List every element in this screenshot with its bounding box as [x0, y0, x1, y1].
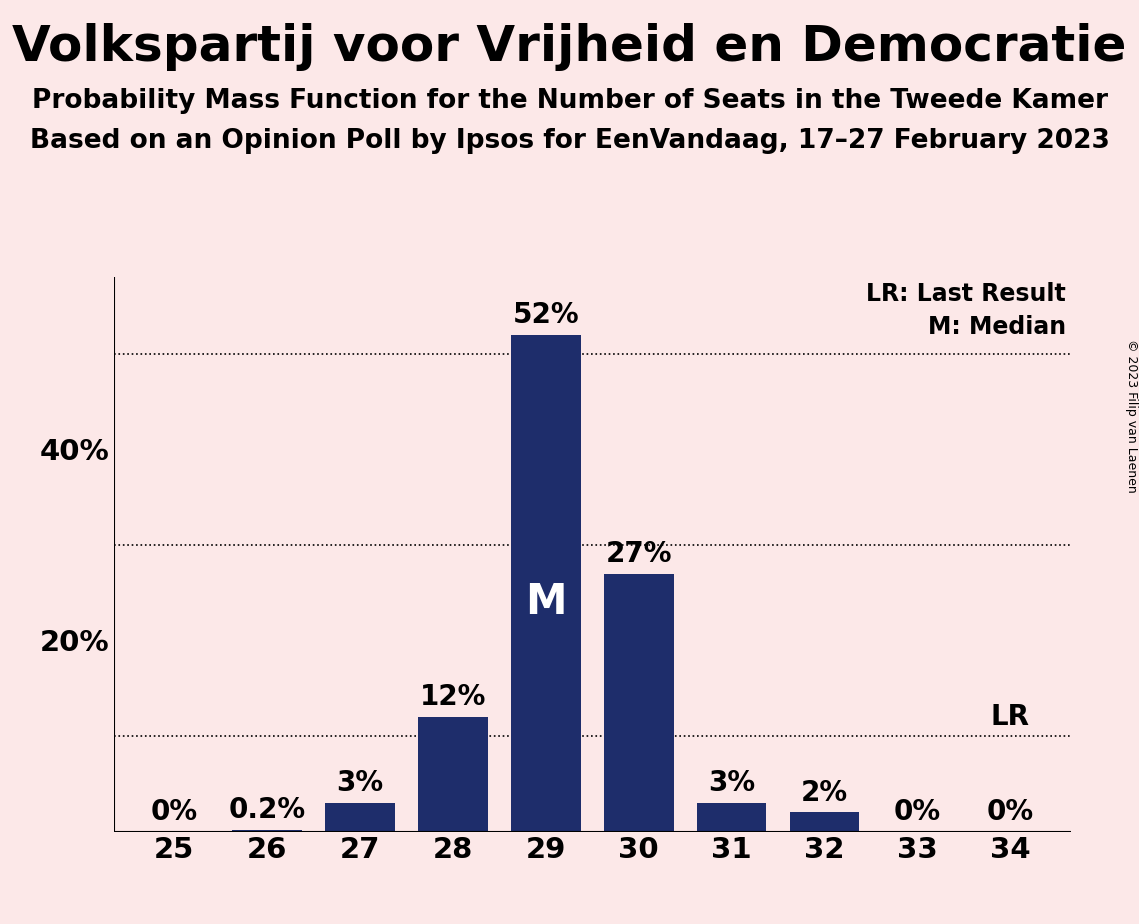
- Bar: [511, 334, 581, 832]
- Text: LR: LR: [991, 703, 1030, 731]
- Text: 0.2%: 0.2%: [229, 796, 305, 824]
- Text: LR: Last Result: LR: Last Result: [867, 282, 1066, 306]
- Text: 12%: 12%: [420, 683, 486, 711]
- Text: 0%: 0%: [894, 797, 941, 826]
- Text: M: M: [525, 581, 566, 623]
- Text: 0%: 0%: [150, 797, 198, 826]
- Text: 0%: 0%: [986, 797, 1034, 826]
- Text: M: Median: M: Median: [928, 315, 1066, 339]
- Text: Volkspartij voor Vrijheid en Democratie: Volkspartij voor Vrijheid en Democratie: [13, 23, 1126, 71]
- Text: Probability Mass Function for the Number of Seats in the Tweede Kamer: Probability Mass Function for the Number…: [32, 88, 1107, 114]
- Text: 3%: 3%: [336, 769, 384, 797]
- Text: 2%: 2%: [801, 779, 849, 807]
- Text: 52%: 52%: [513, 301, 579, 329]
- Bar: [789, 812, 859, 832]
- Text: 27%: 27%: [606, 540, 672, 567]
- Bar: [326, 803, 395, 832]
- Text: 3%: 3%: [708, 769, 755, 797]
- Text: © 2023 Filip van Laenen: © 2023 Filip van Laenen: [1124, 339, 1138, 492]
- Bar: [697, 803, 767, 832]
- Bar: [418, 717, 487, 832]
- Bar: [604, 574, 673, 832]
- Bar: [232, 830, 302, 832]
- Text: Based on an Opinion Poll by Ipsos for EenVandaag, 17–27 February 2023: Based on an Opinion Poll by Ipsos for Ee…: [30, 128, 1109, 153]
